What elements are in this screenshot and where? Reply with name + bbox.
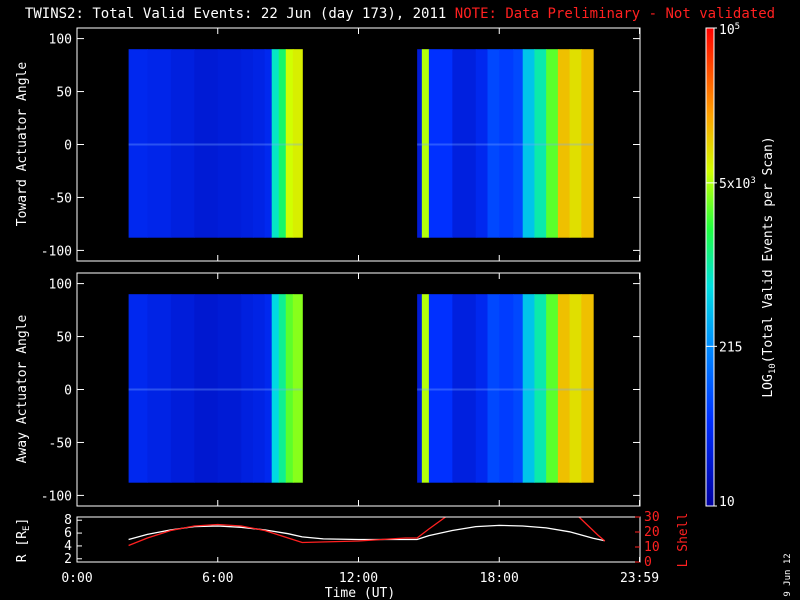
- heat-cell-toward-0-10: [286, 49, 294, 238]
- heat-cell-toward-0-4: [218, 49, 242, 238]
- colorbar-scale: [706, 28, 714, 506]
- heat-cell-away-0-9: [279, 294, 287, 483]
- heat-cell-away-0-8: [272, 294, 280, 483]
- colorbar-tick-label-1: 215: [719, 340, 742, 355]
- heat-cell-toward-1-0: [417, 49, 422, 238]
- heat-cell-away-0-0: [129, 294, 148, 483]
- ytick-label-away-0: 100: [49, 278, 72, 293]
- heat-cell-away-1-12: [570, 294, 582, 483]
- heat-cell-away-1-3: [452, 294, 476, 483]
- lshell-tick-label-2: 10: [644, 540, 660, 555]
- r-tick-label-3: 2: [64, 552, 72, 567]
- colorbar-tick-label-3: 105: [719, 22, 740, 38]
- colorbar-tick-label-0: 10: [719, 495, 735, 510]
- r-axis-label: R [RE]: [15, 518, 32, 563]
- ytick-label-toward-0: 100: [49, 33, 72, 48]
- colorbar-tick-label-2: 5x103: [719, 176, 756, 192]
- lshell-tick-label-0: 30: [644, 510, 660, 525]
- heat-cell-toward-0-3: [194, 49, 218, 238]
- time-xlabel: Time (UT): [325, 586, 395, 600]
- ytick-label-away-3: -50: [49, 436, 72, 451]
- heat-cell-toward-0-9: [279, 49, 287, 238]
- lshell-axis-label: L Shell: [676, 513, 691, 568]
- heat-cell-toward-0-7: [265, 49, 273, 238]
- heat-cell-toward-1-3: [452, 49, 476, 238]
- heat-cell-toward-0-11: [293, 49, 303, 238]
- heat-cell-toward-1-13: [581, 49, 593, 238]
- time-tick-label-0: 0:00: [61, 571, 92, 586]
- heat-cell-toward-1-6: [499, 49, 514, 238]
- heat-cell-toward-0-5: [241, 49, 253, 238]
- heat-cell-away-1-0: [417, 294, 422, 483]
- heat-cell-toward-1-12: [570, 49, 582, 238]
- heat-cell-toward-1-9: [534, 49, 546, 238]
- heat-cell-toward-0-1: [147, 49, 171, 238]
- ytick-label-away-2: 0: [64, 384, 72, 399]
- heat-cell-toward-1-8: [523, 49, 535, 238]
- datestamp: 9 Jun 12: [783, 553, 793, 596]
- heat-cell-away-1-11: [558, 294, 570, 483]
- heat-cell-away-1-7: [513, 294, 523, 483]
- heat-cell-away-1-10: [546, 294, 558, 483]
- heat-cell-toward-0-0: [129, 49, 148, 238]
- heat-cell-away-1-1: [422, 294, 430, 483]
- lshell-tick-label-1: 20: [644, 525, 660, 540]
- heat-cell-away-0-1: [147, 294, 171, 483]
- heat-cell-toward-0-8: [272, 49, 280, 238]
- heat-cell-toward-1-7: [513, 49, 523, 238]
- heat-cell-away-1-8: [523, 294, 535, 483]
- colorbar: 10 215 5x103 105 LOG10(Total Valid Events pe…: [706, 22, 778, 510]
- toward-ylabel: Toward Actuator Angle: [15, 62, 30, 227]
- heat-cell-away-0-2: [171, 294, 195, 483]
- heat-cell-away-1-13: [581, 294, 593, 483]
- heat-cell-away-1-4: [476, 294, 488, 483]
- heat-cell-toward-1-1: [422, 49, 430, 238]
- away-ylabel: Away Actuator Angle: [15, 314, 30, 463]
- ytick-label-toward-2: 0: [64, 139, 72, 154]
- ytick-label-toward-3: -50: [49, 191, 72, 206]
- heat-cell-away-0-5: [241, 294, 253, 483]
- ytick-label-toward-4: -100: [41, 244, 72, 259]
- heat-cell-away-0-3: [194, 294, 218, 483]
- heat-cell-toward-1-10: [546, 49, 558, 238]
- ytick-label-toward-1: 50: [56, 86, 72, 101]
- heat-cell-away-0-4: [218, 294, 242, 483]
- away-heatmap-panel: 100 50 0 -50 -100: [41, 273, 640, 506]
- time-tick-label-1: 6:00: [202, 571, 233, 586]
- heat-cell-away-0-7: [265, 294, 273, 483]
- heat-cell-toward-0-2: [171, 49, 195, 238]
- heat-cell-toward-0-6: [253, 49, 265, 238]
- toward-heatmap-panel: 100 50 0 -50 -100: [41, 28, 640, 261]
- ytick-label-away-1: 50: [56, 331, 72, 346]
- heat-cell-toward-1-4: [476, 49, 488, 238]
- heat-cell-away-1-9: [534, 294, 546, 483]
- colorbar-label: LOG10(Total Valid Events per Scan): [761, 136, 778, 397]
- lshell-tick-label-3: 0: [644, 555, 652, 570]
- time-tick-label-2: 12:00: [339, 571, 378, 586]
- heat-cell-away-0-6: [253, 294, 265, 483]
- time-tick-label-3: 18:00: [480, 571, 519, 586]
- heat-cell-away-1-6: [499, 294, 514, 483]
- heat-cell-away-1-2: [429, 294, 453, 483]
- time-tick-label-4: 23:59: [620, 571, 659, 586]
- heat-cell-toward-1-11: [558, 49, 570, 238]
- heat-cell-away-0-10: [286, 294, 294, 483]
- heat-cell-toward-1-2: [429, 49, 453, 238]
- heat-cell-toward-1-5: [488, 49, 500, 238]
- heat-cell-away-1-5: [488, 294, 500, 483]
- ytick-label-away-4: -100: [41, 489, 72, 504]
- heat-cell-away-0-11: [293, 294, 303, 483]
